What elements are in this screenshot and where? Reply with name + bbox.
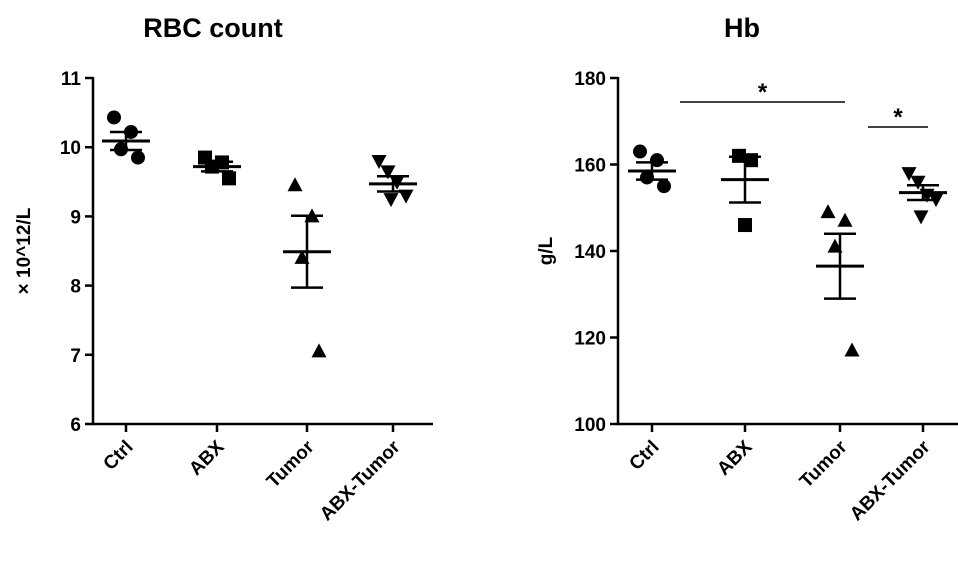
data-point-abx-tumor <box>383 193 399 208</box>
data-point-abx-tumor <box>380 165 396 180</box>
hb-panel: Hb g/L 100 120 140 160 180 Ctrl ABX TumorABX-Tumo… <box>536 13 958 525</box>
data-point-ctrl <box>633 144 647 159</box>
data-point-abx <box>222 171 236 186</box>
data-point-tumor <box>287 177 303 192</box>
chart-title: RBC count <box>143 13 282 43</box>
data-point-abx-tumor <box>371 155 387 170</box>
data-point-ctrl <box>131 150 145 165</box>
y-tick-label: 7 <box>70 346 81 367</box>
data-point-ctrl <box>107 110 121 125</box>
x-tick-label: Ctrl <box>100 437 138 475</box>
x-tick-label: ABX <box>185 436 228 479</box>
y-tick-label: 10 <box>60 138 81 159</box>
x-tick-label: Ctrl <box>626 437 664 475</box>
y-tick-label: 120 <box>574 329 606 350</box>
chart-title: Hb <box>724 13 760 43</box>
data-point-abx <box>738 218 752 233</box>
data-point-abx-tumor <box>901 167 917 182</box>
x-tick-label: ABX-Tumor <box>846 436 935 525</box>
y-tick-label: 8 <box>70 277 81 298</box>
significance-star: * <box>758 79 768 106</box>
data-point-tumor <box>311 343 327 358</box>
data-point-abx-tumor <box>398 189 414 204</box>
y-axis-label: × 10^12/L <box>14 207 35 294</box>
y-tick-label: 180 <box>574 69 606 90</box>
y-tick-label: 160 <box>574 156 606 177</box>
significance-star: * <box>893 104 903 131</box>
x-tick-label: ABX <box>713 436 756 479</box>
y-tick-label: 6 <box>70 415 81 436</box>
x-tick-label: ABX-Tumor <box>316 436 405 525</box>
y-tick-label: 9 <box>70 207 81 228</box>
y-tick-label: 140 <box>574 242 606 263</box>
y-tick-label: 100 <box>574 415 606 436</box>
x-tick-label: Tumor <box>796 436 852 492</box>
data-point-tumor <box>844 342 860 357</box>
data-point-ctrl <box>657 179 671 194</box>
data-point-tumor <box>820 204 836 219</box>
rbc-count-panel: RBC count × 10^12/L 6 7 8 9 10 11 Ctrl ABX TumorAB… <box>14 13 433 525</box>
data-point-ctrl <box>650 153 664 168</box>
y-tick-label: 11 <box>61 69 82 90</box>
data-point-abx-tumor <box>910 175 926 190</box>
data-point-tumor <box>837 212 853 227</box>
y-axis-label: g/L <box>536 236 557 265</box>
data-point-ctrl <box>640 170 654 185</box>
data-point-abx-tumor <box>913 210 929 225</box>
x-tick-label: Tumor <box>263 436 319 492</box>
